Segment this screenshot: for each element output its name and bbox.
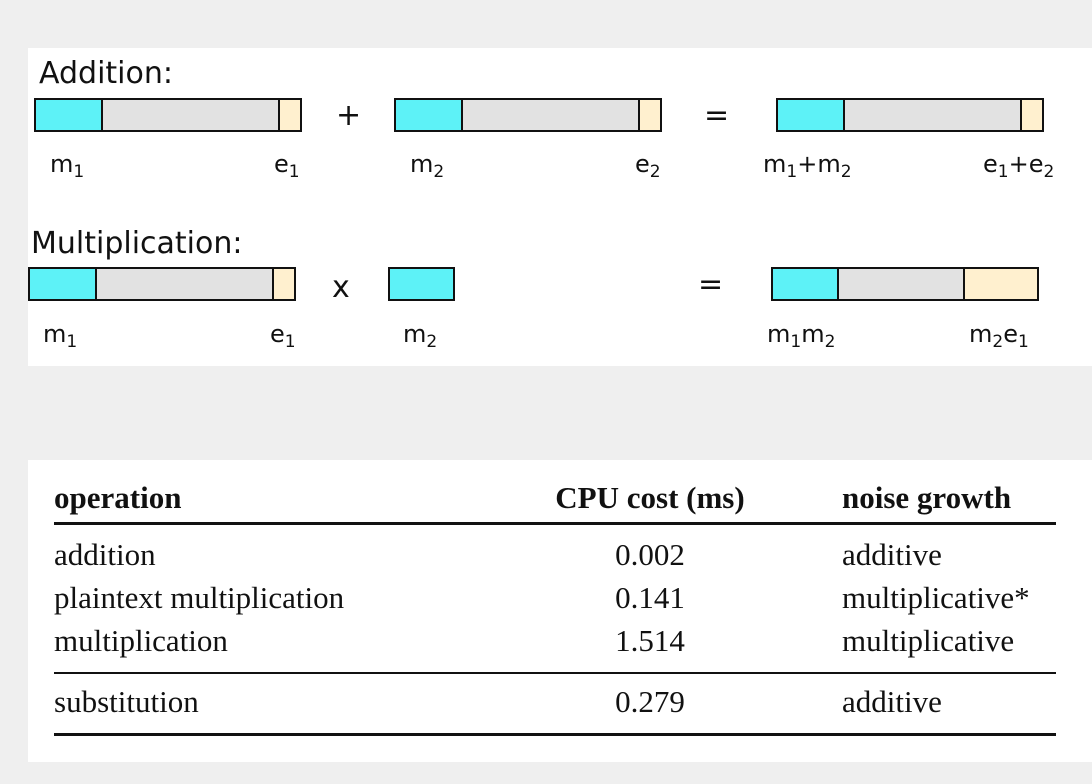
times-sign: x — [332, 270, 350, 305]
noise-growth-cell: multiplicative — [842, 623, 1015, 658]
mantissa-segment — [30, 269, 97, 299]
label-m1-m2: m1m2 — [767, 320, 836, 352]
label-m1: m1 — [50, 150, 85, 182]
mantissa-segment — [773, 269, 839, 299]
multiplication-plaintext-m2 — [388, 267, 455, 301]
cpu-cost-cell: 0.279 — [615, 684, 685, 719]
header-operation: operation — [54, 480, 182, 515]
label-m1: m1 — [43, 320, 78, 352]
label-e1: e1 — [270, 320, 296, 352]
operation-cell: plaintext multiplication — [54, 580, 345, 615]
label-e1: e1 — [274, 150, 300, 182]
cpu-cost-cell: 0.141 — [615, 580, 685, 615]
multiplication-ciphertext — [28, 267, 296, 301]
table-header-row: operation CPU cost (ms) noise growth — [54, 478, 1056, 524]
noise-growth-cell: multiplicative* — [842, 580, 1030, 615]
equals-sign: = — [698, 267, 724, 302]
label-e2: e2 — [635, 150, 661, 182]
addition-ciphertext-1 — [34, 98, 302, 132]
mantissa-segment — [36, 100, 103, 130]
addition-ciphertext-2 — [394, 98, 662, 132]
operation-cost-table: operation CPU cost (ms) noise growth add… — [54, 478, 1056, 736]
error-segment — [272, 269, 294, 299]
label-m2-e1: m2e1 — [969, 320, 1029, 352]
noise-growth-cell: additive — [842, 684, 942, 719]
table-row: addition 0.002 additive — [54, 524, 1056, 577]
label-m2: m2 — [403, 320, 438, 352]
label-e1-plus-e2: e1+e2 — [983, 150, 1055, 182]
multiplication-heading: Multiplication: — [31, 226, 243, 261]
label-m2: m2 — [410, 150, 445, 182]
plus-sign: + — [336, 98, 362, 133]
mantissa-segment — [778, 100, 845, 130]
error-segment — [638, 100, 660, 130]
table-row: substitution 0.279 additive — [54, 673, 1056, 735]
cost-table-panel: operation CPU cost (ms) noise growth add… — [28, 460, 1092, 762]
cpu-cost-cell: 1.514 — [615, 623, 685, 658]
header-noise-growth: noise growth — [842, 480, 1012, 515]
error-segment — [1020, 100, 1042, 130]
noise-growth-cell: additive — [842, 537, 942, 572]
operation-cell: addition — [54, 537, 156, 572]
mantissa-segment — [396, 100, 463, 130]
equals-sign: = — [704, 98, 730, 133]
operation-cell: multiplication — [54, 623, 228, 658]
addition-heading: Addition: — [39, 56, 173, 91]
error-segment — [278, 100, 300, 130]
operation-cell: substitution — [54, 684, 199, 719]
addition-result — [776, 98, 1044, 132]
cpu-cost-cell: 0.002 — [615, 537, 685, 572]
multiplication-result — [771, 267, 1039, 301]
label-m1-plus-m2: m1+m2 — [763, 150, 852, 182]
table-row: multiplication 1.514 multiplicative — [54, 619, 1056, 673]
error-segment — [963, 269, 1037, 299]
operations-diagram: Addition: + = m1 e1 m2 e2 m1+m2 e1+e2 Mu… — [28, 48, 1092, 366]
header-cpu-cost: CPU cost (ms) — [555, 480, 745, 515]
table-row: plaintext multiplication 0.141 multiplic… — [54, 576, 1056, 619]
